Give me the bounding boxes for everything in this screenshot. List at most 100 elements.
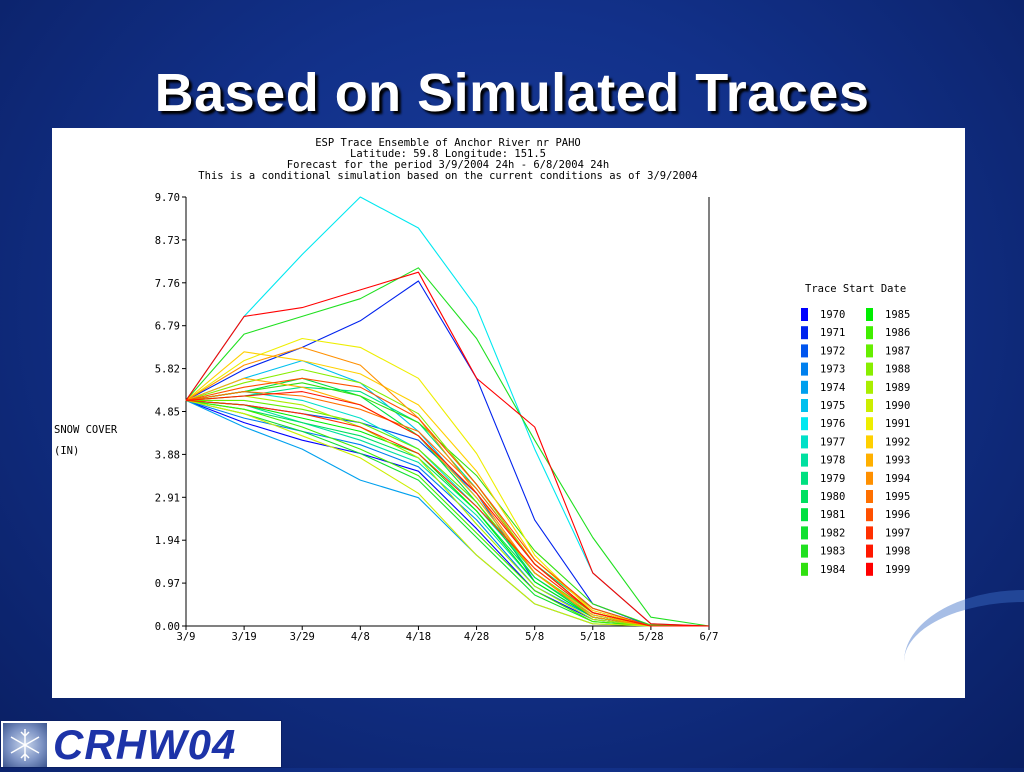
legend-label-1974: 1974 xyxy=(820,382,845,394)
legend-swatch-1996 xyxy=(866,508,873,522)
chart-axes: 0.00 0.97 1.94 2.91 3.88 4.85 5.82 6.79 7.76 8.73… xyxy=(155,192,719,643)
chart-legend: Trace Start Date 1970 1971 1972 1973 1974 1975… xyxy=(801,283,910,576)
series-line-1994 xyxy=(185,346,709,627)
series-line-1974 xyxy=(185,399,709,627)
legend-swatch-1972 xyxy=(801,344,808,358)
chart-title-line: This is a conditional simulation based o… xyxy=(198,170,697,182)
legend-swatch-1973 xyxy=(801,362,808,376)
legend-swatch-1986 xyxy=(866,326,873,340)
legend-label-1977: 1977 xyxy=(820,436,845,448)
y-tick-label: 9.70 xyxy=(155,192,180,204)
legend-label-1988: 1988 xyxy=(885,364,910,376)
y-tick-label: 5.82 xyxy=(155,364,180,376)
legend-swatch-1995 xyxy=(866,490,873,503)
x-tick-label: 3/9 xyxy=(177,631,196,643)
legend-swatch-1991 xyxy=(866,417,873,431)
legend-label-1999: 1999 xyxy=(885,564,910,576)
legend-label-1998: 1998 xyxy=(885,546,910,558)
legend-swatch-1974 xyxy=(801,380,808,394)
legend-swatch-1982 xyxy=(801,526,808,540)
legend-label-1976: 1976 xyxy=(820,418,845,430)
footer-badge: CRHW04 xyxy=(0,720,282,768)
legend-label-1986: 1986 xyxy=(885,327,910,339)
legend-label-1996: 1996 xyxy=(885,509,910,521)
chart-title-line: Latitude: 59.8 Longitude: 151.5 xyxy=(350,148,546,160)
y-tick-label: 0.00 xyxy=(155,621,180,633)
series-line-1998 xyxy=(185,391,709,627)
legend-label-1983: 1983 xyxy=(820,546,845,558)
y-axis-label-line: (IN) xyxy=(54,445,79,457)
y-axis-label-line: SNOW COVER xyxy=(54,424,118,436)
slide-title: Based on Simulated Traces xyxy=(154,63,870,123)
chart-title-line: Forecast for the period 3/9/2004 24h - 6… xyxy=(287,159,609,171)
chart-series xyxy=(185,196,710,627)
series-line-1983 xyxy=(185,267,710,627)
x-tick-label: 3/29 xyxy=(290,631,315,643)
legend-label-1971: 1971 xyxy=(820,327,845,339)
y-tick-label: 7.76 xyxy=(155,278,180,290)
legend-label-1992: 1992 xyxy=(885,436,910,448)
legend-swatch-1997 xyxy=(866,526,873,540)
x-tick-label: 4/18 xyxy=(406,631,431,643)
legend-label-1980: 1980 xyxy=(820,491,845,503)
series-line-1996 xyxy=(185,377,709,627)
legend-swatch-1993 xyxy=(866,453,873,467)
legend-swatch-1984 xyxy=(801,562,808,576)
series-line-1999 xyxy=(185,271,710,627)
y-tick-label: 0.97 xyxy=(155,578,180,590)
legend-swatch-1988 xyxy=(866,362,873,376)
legend-swatch-1980 xyxy=(801,490,808,503)
legend-label-1995: 1995 xyxy=(885,491,910,503)
legend-label-1972: 1972 xyxy=(820,345,845,357)
y-tick-label: 2.91 xyxy=(155,492,180,504)
legend-swatch-1970 xyxy=(801,308,808,321)
legend-label-1991: 1991 xyxy=(885,418,910,430)
x-tick-label: 4/28 xyxy=(464,631,489,643)
legend-label-1993: 1993 xyxy=(885,455,910,467)
x-tick-label: 3/19 xyxy=(231,631,256,643)
legend-label-1985: 1985 xyxy=(885,309,910,321)
legend-swatch-1998 xyxy=(866,544,873,558)
legend-label-1984: 1984 xyxy=(820,564,845,576)
legend-swatch-1975 xyxy=(801,399,808,412)
legend-label-1982: 1982 xyxy=(820,527,845,539)
legend-swatch-1990 xyxy=(866,399,873,412)
chart-panel: ESP Trace Ensemble of Anchor River nr PA… xyxy=(52,128,965,698)
x-tick-label: 4/8 xyxy=(351,631,370,643)
legend-label-1987: 1987 xyxy=(885,345,910,357)
chart-title: ESP Trace Ensemble of Anchor River nr PA… xyxy=(198,137,697,182)
chart-title-line: ESP Trace Ensemble of Anchor River nr PA… xyxy=(315,137,581,149)
legend-label-1989: 1989 xyxy=(885,382,910,394)
legend-label-1990: 1990 xyxy=(885,400,910,412)
legend-swatch-1994 xyxy=(866,471,873,485)
series-line-1989 xyxy=(185,395,709,627)
legend-swatch-1978 xyxy=(801,453,808,467)
legend-label-1979: 1979 xyxy=(820,473,845,485)
y-tick-label: 8.73 xyxy=(155,235,180,247)
legend-swatch-1971 xyxy=(801,326,808,340)
legend-title: Trace Start Date xyxy=(805,283,906,295)
legend-swatch-1981 xyxy=(801,508,808,522)
series-line-1990 xyxy=(185,399,709,627)
y-tick-label: 4.85 xyxy=(155,407,180,419)
y-axis-label: SNOW COVER (IN) xyxy=(54,424,118,457)
snowflake-icon xyxy=(3,723,47,767)
legend-label-1994: 1994 xyxy=(885,473,910,485)
legend-swatch-1999 xyxy=(866,562,873,576)
y-tick-label: 3.88 xyxy=(155,449,180,461)
legend-label-1997: 1997 xyxy=(885,527,910,539)
legend-label-1970: 1970 xyxy=(820,309,845,321)
legend-swatch-1987 xyxy=(866,344,873,358)
y-tick-label: 1.94 xyxy=(155,535,180,547)
legend-swatch-1992 xyxy=(866,435,873,449)
series-line-1971 xyxy=(185,280,709,627)
legend-label-1973: 1973 xyxy=(820,364,845,376)
legend-swatch-1989 xyxy=(866,380,873,394)
x-tick-label: 5/28 xyxy=(638,631,663,643)
legend-swatch-1985 xyxy=(866,308,873,321)
x-tick-label: 6/7 xyxy=(700,631,719,643)
crhw04-logo: CRHW04 xyxy=(53,721,237,768)
legend-swatch-1977 xyxy=(801,435,808,449)
legend-label-1978: 1978 xyxy=(820,455,845,467)
legend-label-1981: 1981 xyxy=(820,509,845,521)
